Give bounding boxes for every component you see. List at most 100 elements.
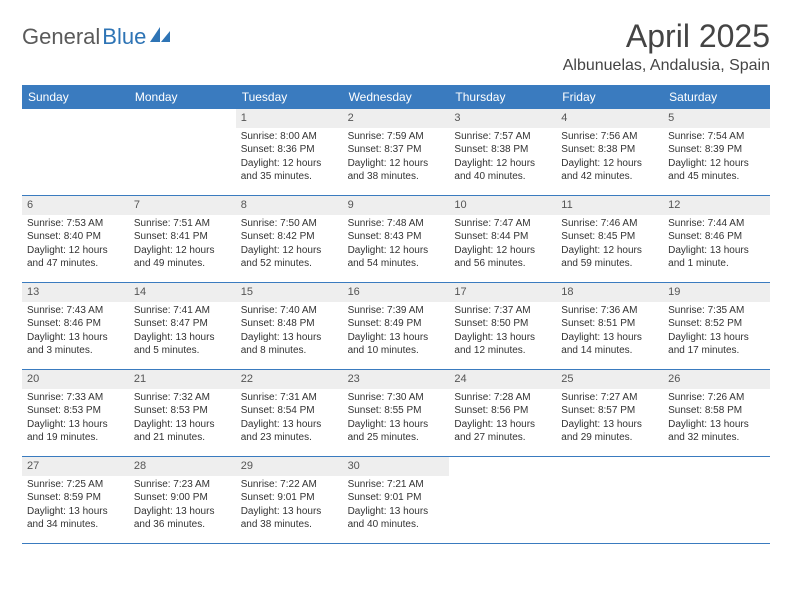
day-body: Sunrise: 7:31 AMSunset: 8:54 PMDaylight:… (236, 389, 343, 449)
day-body: Sunrise: 7:44 AMSunset: 8:46 PMDaylight:… (663, 215, 770, 275)
daylight-text: Daylight: 13 hours and 14 minutes. (561, 331, 658, 358)
day-body: Sunrise: 7:22 AMSunset: 9:01 PMDaylight:… (236, 476, 343, 536)
sunset-text: Sunset: 8:43 PM (348, 230, 445, 244)
day-cell: 23Sunrise: 7:30 AMSunset: 8:55 PMDayligh… (343, 370, 450, 456)
daylight-text: Daylight: 13 hours and 12 minutes. (454, 331, 551, 358)
day-number: 18 (556, 283, 663, 302)
day-cell: 10Sunrise: 7:47 AMSunset: 8:44 PMDayligh… (449, 196, 556, 282)
weekday-header: Friday (556, 85, 663, 109)
sunrise-text: Sunrise: 7:51 AM (134, 217, 231, 231)
week-row: 13Sunrise: 7:43 AMSunset: 8:46 PMDayligh… (22, 283, 770, 370)
daylight-text: Daylight: 13 hours and 36 minutes. (134, 505, 231, 532)
daylight-text: Daylight: 12 hours and 52 minutes. (241, 244, 338, 271)
sunrise-text: Sunrise: 7:57 AM (454, 130, 551, 144)
day-number: 22 (236, 370, 343, 389)
daylight-text: Daylight: 13 hours and 3 minutes. (27, 331, 124, 358)
day-cell: 21Sunrise: 7:32 AMSunset: 8:53 PMDayligh… (129, 370, 236, 456)
day-body: Sunrise: 7:47 AMSunset: 8:44 PMDaylight:… (449, 215, 556, 275)
day-cell: 5Sunrise: 7:54 AMSunset: 8:39 PMDaylight… (663, 109, 770, 195)
sunrise-text: Sunrise: 7:23 AM (134, 478, 231, 492)
day-body: Sunrise: 7:51 AMSunset: 8:41 PMDaylight:… (129, 215, 236, 275)
daylight-text: Daylight: 13 hours and 21 minutes. (134, 418, 231, 445)
daylight-text: Daylight: 13 hours and 5 minutes. (134, 331, 231, 358)
daylight-text: Daylight: 12 hours and 45 minutes. (668, 157, 765, 184)
day-cell: 2Sunrise: 7:59 AMSunset: 8:37 PMDaylight… (343, 109, 450, 195)
day-body: Sunrise: 7:53 AMSunset: 8:40 PMDaylight:… (22, 215, 129, 275)
day-body: Sunrise: 7:28 AMSunset: 8:56 PMDaylight:… (449, 389, 556, 449)
day-cell: 25Sunrise: 7:27 AMSunset: 8:57 PMDayligh… (556, 370, 663, 456)
sunrise-text: Sunrise: 7:22 AM (241, 478, 338, 492)
sunset-text: Sunset: 8:38 PM (454, 143, 551, 157)
daylight-text: Daylight: 12 hours and 56 minutes. (454, 244, 551, 271)
sunset-text: Sunset: 8:48 PM (241, 317, 338, 331)
day-number: 17 (449, 283, 556, 302)
sunrise-text: Sunrise: 7:43 AM (27, 304, 124, 318)
sunrise-text: Sunrise: 7:30 AM (348, 391, 445, 405)
sunrise-text: Sunrise: 7:28 AM (454, 391, 551, 405)
sunset-text: Sunset: 8:57 PM (561, 404, 658, 418)
day-body: Sunrise: 7:25 AMSunset: 8:59 PMDaylight:… (22, 476, 129, 536)
location-subtitle: Albunuelas, Andalusia, Spain (563, 57, 770, 75)
day-body: Sunrise: 7:35 AMSunset: 8:52 PMDaylight:… (663, 302, 770, 362)
day-number: 1 (236, 109, 343, 128)
day-number: 16 (343, 283, 450, 302)
day-cell-empty (449, 457, 556, 543)
daylight-text: Daylight: 12 hours and 54 minutes. (348, 244, 445, 271)
day-body: Sunrise: 7:50 AMSunset: 8:42 PMDaylight:… (236, 215, 343, 275)
sunset-text: Sunset: 8:56 PM (454, 404, 551, 418)
sunset-text: Sunset: 8:52 PM (668, 317, 765, 331)
day-cell: 26Sunrise: 7:26 AMSunset: 8:58 PMDayligh… (663, 370, 770, 456)
sunrise-text: Sunrise: 7:48 AM (348, 217, 445, 231)
day-number: 14 (129, 283, 236, 302)
day-cell: 16Sunrise: 7:39 AMSunset: 8:49 PMDayligh… (343, 283, 450, 369)
day-body: Sunrise: 7:54 AMSunset: 8:39 PMDaylight:… (663, 128, 770, 188)
sunset-text: Sunset: 8:55 PM (348, 404, 445, 418)
daylight-text: Daylight: 12 hours and 59 minutes. (561, 244, 658, 271)
weekday-header: Wednesday (343, 85, 450, 109)
sunrise-text: Sunrise: 7:37 AM (454, 304, 551, 318)
daylight-text: Daylight: 13 hours and 29 minutes. (561, 418, 658, 445)
day-cell: 7Sunrise: 7:51 AMSunset: 8:41 PMDaylight… (129, 196, 236, 282)
sunset-text: Sunset: 8:54 PM (241, 404, 338, 418)
sunset-text: Sunset: 8:53 PM (27, 404, 124, 418)
weeks-container: 1Sunrise: 8:00 AMSunset: 8:36 PMDaylight… (22, 109, 770, 544)
weekday-header: Tuesday (236, 85, 343, 109)
day-number: 21 (129, 370, 236, 389)
week-row: 20Sunrise: 7:33 AMSunset: 8:53 PMDayligh… (22, 370, 770, 457)
day-cell: 12Sunrise: 7:44 AMSunset: 8:46 PMDayligh… (663, 196, 770, 282)
day-cell: 20Sunrise: 7:33 AMSunset: 8:53 PMDayligh… (22, 370, 129, 456)
day-cell: 19Sunrise: 7:35 AMSunset: 8:52 PMDayligh… (663, 283, 770, 369)
sunrise-text: Sunrise: 7:53 AM (27, 217, 124, 231)
day-number: 7 (129, 196, 236, 215)
day-number: 20 (22, 370, 129, 389)
day-body: Sunrise: 7:30 AMSunset: 8:55 PMDaylight:… (343, 389, 450, 449)
sunset-text: Sunset: 8:40 PM (27, 230, 124, 244)
daylight-text: Daylight: 13 hours and 40 minutes. (348, 505, 445, 532)
sunset-text: Sunset: 9:01 PM (348, 491, 445, 505)
calendar-grid: SundayMondayTuesdayWednesdayThursdayFrid… (22, 85, 770, 544)
sunrise-text: Sunrise: 7:46 AM (561, 217, 658, 231)
daylight-text: Daylight: 13 hours and 23 minutes. (241, 418, 338, 445)
daylight-text: Daylight: 13 hours and 38 minutes. (241, 505, 338, 532)
day-body: Sunrise: 7:36 AMSunset: 8:51 PMDaylight:… (556, 302, 663, 362)
weekday-header: Monday (129, 85, 236, 109)
day-body: Sunrise: 7:41 AMSunset: 8:47 PMDaylight:… (129, 302, 236, 362)
sunset-text: Sunset: 8:41 PM (134, 230, 231, 244)
sunset-text: Sunset: 8:59 PM (27, 491, 124, 505)
day-body: Sunrise: 7:37 AMSunset: 8:50 PMDaylight:… (449, 302, 556, 362)
sunrise-text: Sunrise: 7:44 AM (668, 217, 765, 231)
daylight-text: Daylight: 13 hours and 10 minutes. (348, 331, 445, 358)
day-number: 11 (556, 196, 663, 215)
day-number: 4 (556, 109, 663, 128)
day-body: Sunrise: 7:43 AMSunset: 8:46 PMDaylight:… (22, 302, 129, 362)
day-cell: 4Sunrise: 7:56 AMSunset: 8:38 PMDaylight… (556, 109, 663, 195)
sunrise-text: Sunrise: 8:00 AM (241, 130, 338, 144)
day-cell-empty (556, 457, 663, 543)
brand-logo: GeneralBlue (22, 18, 172, 50)
day-number: 30 (343, 457, 450, 476)
day-cell: 3Sunrise: 7:57 AMSunset: 8:38 PMDaylight… (449, 109, 556, 195)
sunrise-text: Sunrise: 7:54 AM (668, 130, 765, 144)
weekday-header: Sunday (22, 85, 129, 109)
sunset-text: Sunset: 8:39 PM (668, 143, 765, 157)
sunset-text: Sunset: 8:50 PM (454, 317, 551, 331)
